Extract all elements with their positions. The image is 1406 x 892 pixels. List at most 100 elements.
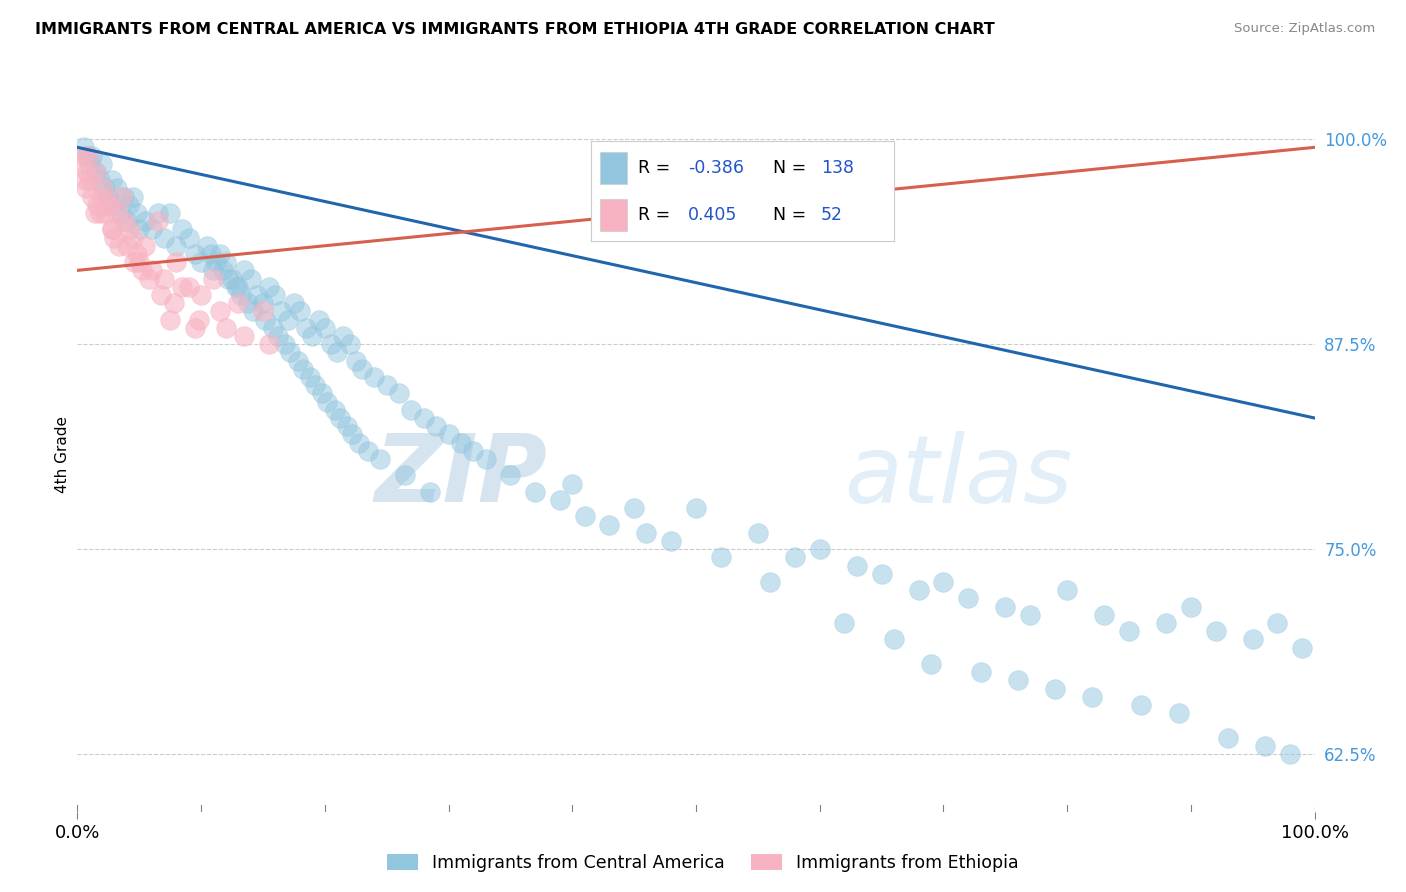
Point (187, 312, 209, 326)
Point (425, 419, 447, 434)
Point (1007, 673, 1029, 688)
Point (623, 501, 645, 516)
Point (311, 386, 333, 401)
Point (202, 271, 225, 285)
Point (105, 206, 128, 220)
Point (920, 657, 942, 671)
Point (994, 599, 1017, 614)
Point (101, 222, 124, 236)
Point (118, 198, 141, 212)
Point (278, 345, 301, 359)
Point (112, 214, 135, 228)
Point (1019, 607, 1042, 622)
Point (200, 247, 222, 261)
Point (131, 263, 153, 277)
Point (91, 181, 114, 195)
Point (98, 198, 121, 212)
Point (82, 189, 104, 203)
Point (108, 239, 131, 253)
Point (326, 345, 349, 359)
Point (165, 255, 187, 269)
Point (574, 509, 596, 524)
Text: IMMIGRANTS FROM CENTRAL AMERICA VS IMMIGRANTS FROM ETHIOPIA 4TH GRADE CORRELATIO: IMMIGRANTS FROM CENTRAL AMERICA VS IMMIG… (35, 22, 995, 37)
Point (225, 279, 247, 293)
Point (907, 583, 929, 598)
Point (450, 435, 472, 450)
Point (257, 279, 280, 293)
Point (1267, 616, 1289, 631)
Point (636, 525, 658, 540)
Point (91, 189, 114, 203)
Point (388, 386, 411, 401)
Point (172, 222, 194, 236)
Point (141, 263, 163, 277)
Point (883, 632, 905, 647)
Point (329, 411, 352, 425)
Point (190, 288, 212, 302)
Point (134, 239, 156, 253)
Point (1241, 632, 1264, 647)
Point (499, 468, 522, 483)
Point (115, 239, 138, 253)
Point (685, 501, 707, 516)
Point (75, 181, 97, 195)
Point (1056, 583, 1078, 598)
Point (252, 304, 274, 318)
Point (134, 214, 156, 228)
Point (340, 427, 363, 442)
Point (208, 304, 231, 318)
Point (316, 394, 339, 409)
Point (277, 312, 299, 326)
Point (128, 255, 150, 269)
Point (89, 206, 111, 220)
Point (252, 296, 274, 310)
Y-axis label: 4th Grade: 4th Grade (55, 417, 70, 493)
Point (783, 550, 806, 565)
Point (125, 206, 148, 220)
Point (84, 165, 107, 179)
Text: 52: 52 (821, 206, 844, 224)
Point (91, 157, 114, 171)
Point (122, 230, 145, 244)
Point (105, 181, 128, 195)
FancyBboxPatch shape (600, 199, 627, 231)
Point (246, 288, 269, 302)
Point (208, 247, 231, 261)
Point (141, 222, 163, 236)
Point (153, 230, 176, 244)
Point (298, 370, 321, 384)
Text: N =: N = (773, 206, 811, 224)
Point (118, 222, 141, 236)
Point (845, 558, 868, 573)
Point (323, 402, 346, 417)
Point (73, 173, 96, 187)
Text: 138: 138 (821, 159, 855, 177)
Point (659, 534, 682, 549)
Point (262, 320, 284, 334)
Point (242, 304, 264, 318)
Point (267, 329, 290, 343)
Point (83, 206, 105, 220)
Point (283, 296, 305, 310)
Point (363, 370, 385, 384)
Point (834, 616, 856, 631)
Point (103, 230, 125, 244)
Point (215, 255, 238, 269)
Point (195, 239, 218, 253)
Point (77, 148, 100, 162)
Point (375, 378, 398, 392)
Point (932, 575, 955, 590)
Point (463, 443, 485, 458)
Point (165, 239, 187, 253)
Point (184, 247, 207, 261)
Point (159, 312, 181, 326)
Point (1167, 706, 1189, 721)
Point (84, 165, 107, 179)
Point (969, 665, 991, 680)
Point (1291, 640, 1313, 655)
Point (212, 263, 235, 277)
Point (163, 296, 186, 310)
Point (1154, 616, 1177, 631)
Point (159, 206, 181, 220)
Point (1205, 624, 1227, 639)
